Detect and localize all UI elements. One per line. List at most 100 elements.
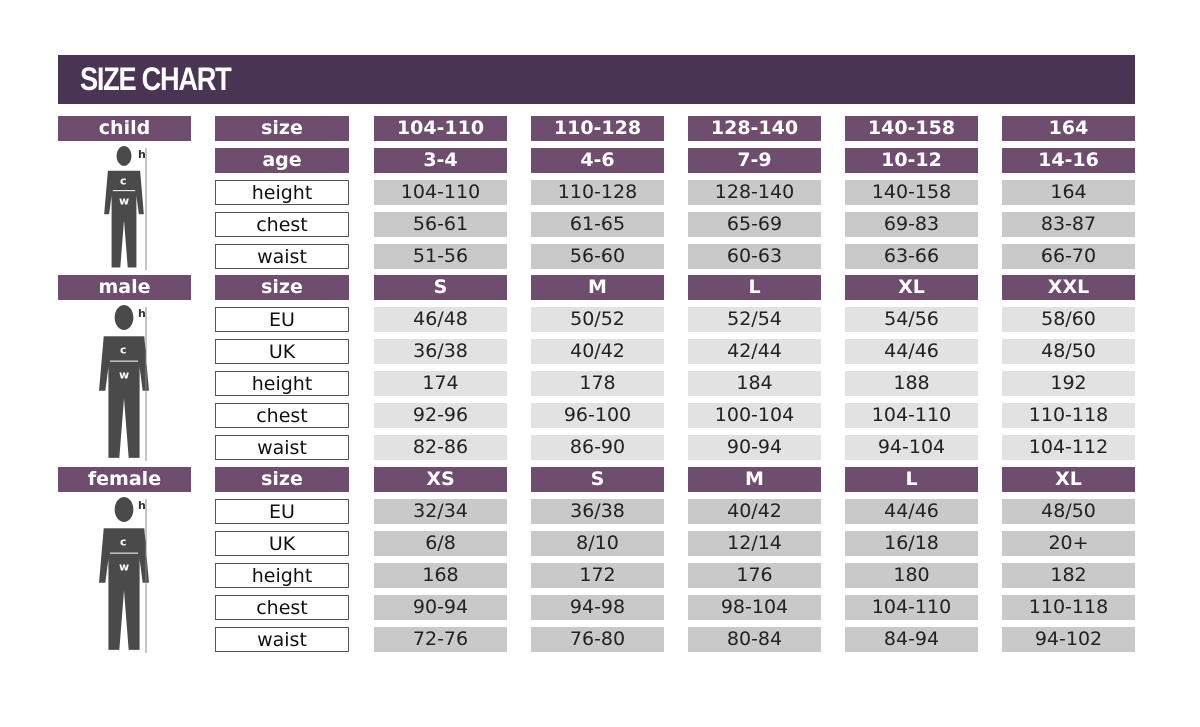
table-cell: 168 [374,563,507,588]
table-cell: S [531,467,664,492]
measure-label: h [138,307,146,320]
table-cell: 32/34 [374,499,507,524]
table-cell: 188 [845,371,978,396]
table-cell: 56-60 [531,244,664,269]
row-label: size [215,275,349,300]
table-cell: 46/48 [374,307,507,332]
table-cell: L [845,467,978,492]
table-cell: 100-104 [688,403,821,428]
table-cell: 3-4 [374,148,507,173]
table-cell: 94-98 [531,595,664,620]
table-cell: 54/56 [845,307,978,332]
row-label: age [215,148,349,173]
table-cell: 44/46 [845,339,978,364]
table-cell: M [688,467,821,492]
table-cell: XXL [1002,275,1135,300]
table-cell: 128-140 [688,116,821,141]
table-cell: M [531,275,664,300]
table-cell: 96-100 [531,403,664,428]
row-label: waist [215,244,349,269]
table-cell: 110-118 [1002,595,1135,620]
table-cell: 110-118 [1002,403,1135,428]
table-cell: 140-158 [845,180,978,205]
table-cell: 44/46 [845,499,978,524]
table-cell: 182 [1002,563,1135,588]
title-bar: SIZE CHART [58,55,1135,104]
table-cell: 7-9 [688,148,821,173]
table-cell: 86-90 [531,435,664,460]
table-cell: 94-104 [845,435,978,460]
table-cell: 90-94 [688,435,821,460]
table-cell: 4-6 [531,148,664,173]
row-label: UK [215,531,349,556]
table-cell: 128-140 [688,180,821,205]
table-cell: 10-12 [845,148,978,173]
table-cell: 36/38 [374,339,507,364]
table-cell: 104-112 [1002,435,1135,460]
section-label-female: female [58,467,191,492]
table-cell: XS [374,467,507,492]
table-cell: 84-94 [845,627,978,652]
section-label-male: male [58,275,191,300]
table-cell: 58/60 [1002,307,1135,332]
male-figure-icon: h cw [99,305,149,461]
row-label: chest [215,403,349,428]
measure-label: c [120,535,127,548]
table-cell: 16/18 [845,531,978,556]
table-cell: 63-66 [845,244,978,269]
measure-label: w [119,194,129,207]
row-label: EU [215,499,349,524]
table-cell: 36/38 [531,499,664,524]
table-cell: 172 [531,563,664,588]
table-cell: 90-94 [374,595,507,620]
table-cell: 140-158 [845,116,978,141]
measure-label: h [138,148,146,161]
table-cell: S [374,275,507,300]
table-cell: 48/50 [1002,339,1135,364]
table-cell: 14-16 [1002,148,1135,173]
table-cell: 76-80 [531,627,664,652]
table-cell: 92-96 [374,403,507,428]
table-cell: 6/8 [374,531,507,556]
table-cell: 82-86 [374,435,507,460]
table-cell: 104-110 [845,403,978,428]
measure-label: c [120,343,127,356]
row-label: height [215,180,349,205]
table-cell: 98-104 [688,595,821,620]
table-cell: 174 [374,371,507,396]
table-cell: 50/52 [531,307,664,332]
table-cell: 180 [845,563,978,588]
table-cell: 66-70 [1002,244,1135,269]
table-cell: 20+ [1002,531,1135,556]
table-cell: XL [845,275,978,300]
row-label: EU [215,307,349,332]
measure-label: h [138,499,146,512]
row-label: waist [215,435,349,460]
row-label: size [215,467,349,492]
table-cell: 164 [1002,180,1135,205]
row-label: UK [215,339,349,364]
table-cell: 94-102 [1002,627,1135,652]
table-cell: 52/54 [688,307,821,332]
table-cell: 40/42 [531,339,664,364]
table-cell: 164 [1002,116,1135,141]
table-cell: 61-65 [531,212,664,237]
table-cell: 178 [531,371,664,396]
table-cell: 42/44 [688,339,821,364]
table-cell: 56-61 [374,212,507,237]
row-label: chest [215,595,349,620]
table-cell: 80-84 [688,627,821,652]
section-label-child: child [58,116,191,141]
table-cell: 8/10 [531,531,664,556]
child-figure-icon: hcw [104,146,147,270]
row-label: chest [215,212,349,237]
table-cell: 192 [1002,371,1135,396]
row-label: height [215,371,349,396]
table-cell: 40/42 [688,499,821,524]
page-title: SIZE CHART [80,61,232,97]
row-label: size [215,116,349,141]
table-cell: L [688,275,821,300]
measure-label: w [119,368,129,381]
table-cell: 60-63 [688,244,821,269]
